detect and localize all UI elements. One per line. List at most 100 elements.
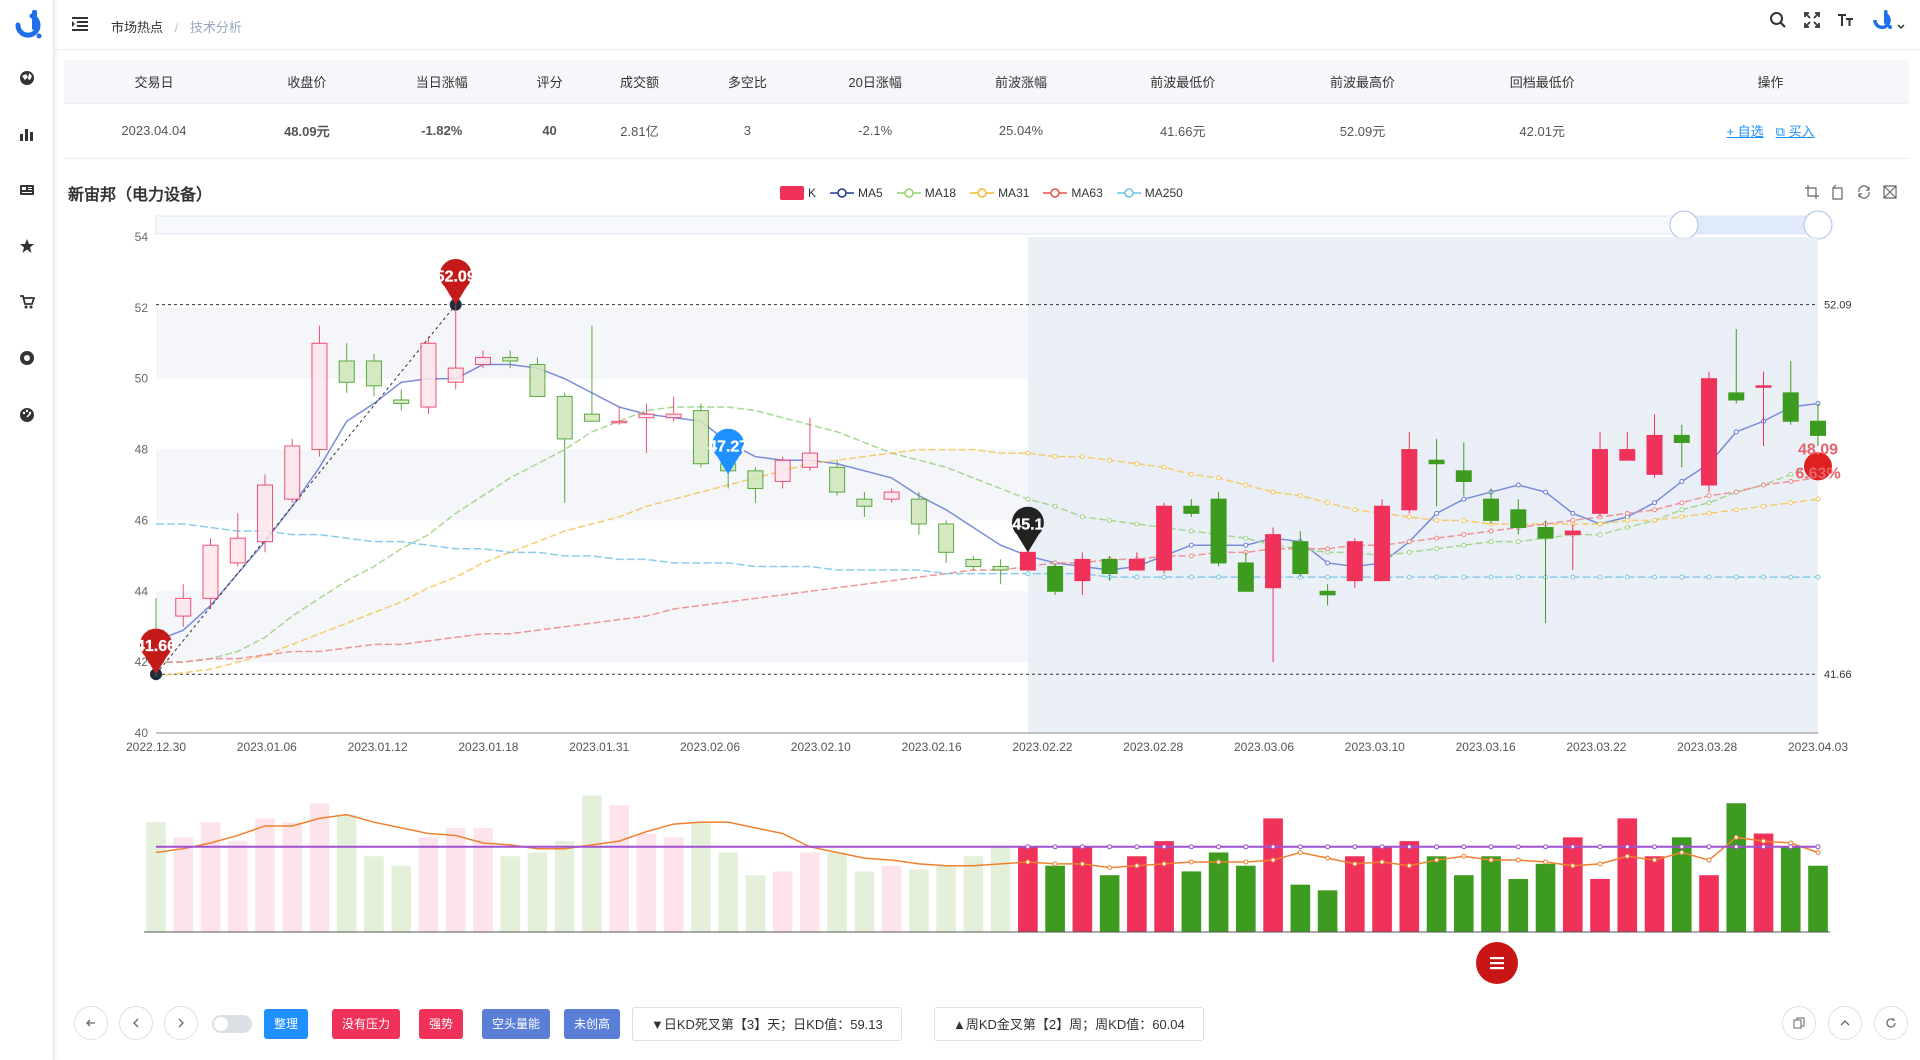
copy-button[interactable] — [1782, 1006, 1816, 1040]
volume-ma-point — [1161, 861, 1167, 867]
candle-body — [338, 360, 355, 383]
tag-bear-volume[interactable]: 空头量能 — [482, 1009, 551, 1039]
volume-ma-point — [1488, 844, 1494, 850]
next-button[interactable] — [164, 1006, 198, 1040]
candle-body — [1755, 385, 1772, 388]
app-logo[interactable] — [10, 8, 44, 42]
back-button[interactable] — [74, 1006, 108, 1040]
bar-chart-icon[interactable] — [17, 124, 37, 144]
col-header: 前波涨幅 — [949, 60, 1093, 104]
globe-icon[interactable] — [17, 68, 37, 88]
ma-point — [1025, 571, 1031, 577]
candle — [529, 357, 546, 397]
legend-item-k[interactable]: K — [780, 186, 816, 200]
volume-ma-line-1 — [155, 813, 1819, 869]
scroll-top-button[interactable] — [1828, 1006, 1862, 1040]
candle — [338, 343, 355, 393]
add-watchlist-link[interactable]: + 自选 — [1726, 124, 1764, 139]
menu-toggle-icon[interactable] — [71, 15, 89, 33]
breadcrumb: 市场热点 / 技术分析 — [111, 17, 242, 36]
candle-body — [284, 445, 301, 500]
volume-ma-point — [1543, 844, 1549, 850]
candle-body — [1728, 392, 1745, 401]
save-image-icon[interactable] — [1882, 184, 1898, 200]
y-tick-label: 48 — [135, 443, 149, 457]
ma-point — [1679, 507, 1685, 513]
volume-bar — [527, 852, 548, 932]
toggle-switch[interactable] — [212, 1015, 252, 1033]
volume-ma-point — [1325, 855, 1331, 861]
floating-menu-button[interactable] — [1476, 942, 1518, 984]
search-icon[interactable] — [1768, 10, 1788, 30]
ma-point — [1188, 574, 1194, 580]
ma-point — [1107, 457, 1113, 463]
candle-body — [1101, 558, 1118, 575]
zoom-icon[interactable] — [1804, 184, 1820, 200]
legend-item-ma250[interactable]: MA250 — [1116, 186, 1183, 200]
restore-icon[interactable] — [1856, 184, 1872, 200]
volume-ma-point — [1543, 859, 1549, 865]
ma-point — [1188, 471, 1194, 477]
ma-point — [1733, 574, 1739, 580]
tag-consolidate[interactable]: 整理 — [264, 1009, 309, 1039]
candle-body — [938, 523, 955, 553]
star-icon[interactable] — [17, 236, 37, 256]
volume-ma-point — [1216, 844, 1222, 850]
volume-ma-point — [1652, 844, 1658, 850]
x-tick-label: 2022.12.30 — [126, 740, 186, 754]
candle-body — [583, 413, 600, 422]
volume-bar — [445, 827, 466, 932]
volume-bar — [854, 871, 875, 932]
candle-body — [910, 498, 927, 525]
x-tick-label: 2023.04.03 — [1788, 740, 1848, 754]
fullscreen-icon[interactable] — [1802, 10, 1822, 30]
legend-item-ma18[interactable]: MA18 — [896, 186, 956, 200]
candle — [801, 417, 818, 471]
ma-point — [1515, 574, 1521, 580]
tag-strong[interactable]: 强势 — [419, 1009, 464, 1039]
tag-no-pressure[interactable]: 没有压力 — [332, 1009, 401, 1039]
cart-icon[interactable] — [17, 292, 37, 312]
volume-bar — [1780, 846, 1801, 932]
ma-point — [1733, 429, 1739, 435]
zoom-reset-icon[interactable] — [1830, 184, 1846, 200]
candle — [1019, 551, 1036, 571]
breadcrumb-item-market[interactable]: 市场热点 — [111, 20, 164, 35]
kline-chart[interactable]: 40 42 44 46 48 50 52 54 2022.12.30 2023.01.06 2023… — [0, 0, 1920, 1000]
volume-ma-point — [1570, 863, 1576, 869]
volume-bar — [1753, 833, 1774, 932]
user-avatar[interactable] — [1870, 10, 1906, 30]
refresh-button[interactable] — [1874, 1006, 1908, 1040]
candle — [1210, 492, 1227, 567]
volume-bar — [1263, 818, 1283, 932]
candle — [856, 492, 873, 517]
legend-item-ma5[interactable]: MA5 — [830, 186, 883, 200]
volume-bar — [963, 856, 984, 932]
volume-ma-point — [1406, 863, 1412, 869]
dashboard-icon[interactable] — [17, 404, 37, 424]
legend-item-ma31[interactable]: MA31 — [970, 186, 1029, 200]
candle-body — [502, 356, 519, 362]
wave-line — [155, 304, 457, 675]
ma-point — [1434, 517, 1440, 523]
legend-swatch — [1043, 188, 1068, 198]
volume-bar — [1617, 818, 1638, 932]
tag-no-new-high[interactable]: 未创高 — [564, 1009, 621, 1039]
volume-ma-point — [1134, 844, 1140, 850]
ma-point — [1597, 521, 1603, 527]
volume-bar — [255, 818, 275, 932]
x-tick-label: 2023.03.06 — [1234, 740, 1294, 754]
news-icon[interactable] — [17, 180, 37, 200]
font-size-icon[interactable] — [1836, 10, 1856, 30]
ma-point — [1652, 574, 1658, 580]
ma-point — [1461, 532, 1467, 538]
volume-ma-point — [1488, 857, 1494, 863]
x-tick-label: 2023.03.16 — [1456, 740, 1516, 754]
candle-body — [801, 452, 818, 468]
buy-link[interactable]: ⧉ 买入 — [1776, 124, 1815, 139]
legend-item-ma63[interactable]: MA63 — [1043, 186, 1103, 200]
prev-button[interactable] — [119, 1006, 153, 1040]
ref-line-label: 52.09 — [1824, 300, 1852, 312]
support-icon[interactable] — [17, 348, 37, 368]
ma-point — [1052, 454, 1058, 460]
